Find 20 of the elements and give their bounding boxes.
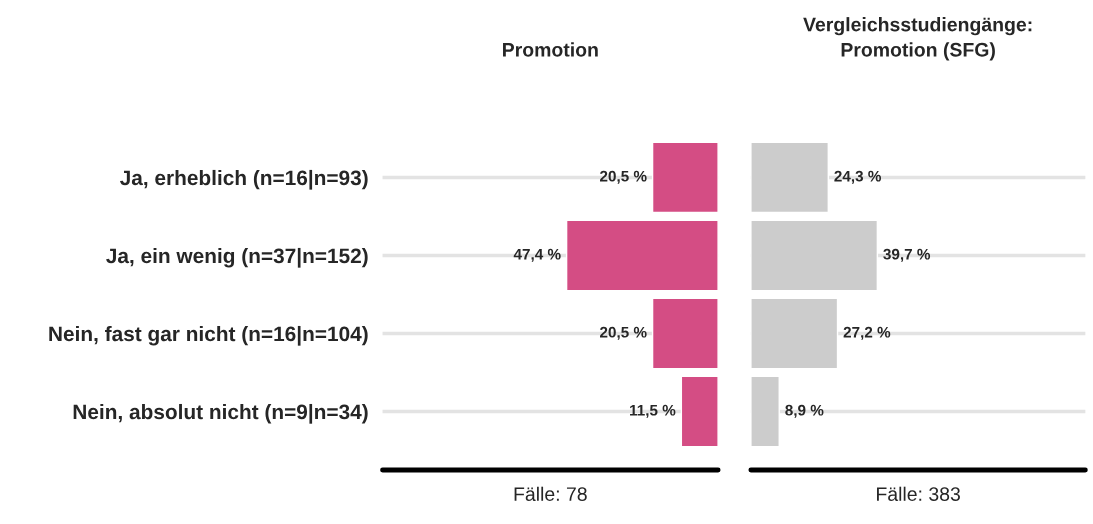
x-axis-title: Fälle: 383 — [877, 486, 960, 501]
data-label: 47,4 % — [513, 248, 561, 262]
bar — [750, 219, 879, 292]
data-label: 27,2 % — [843, 326, 891, 340]
bar — [750, 375, 780, 448]
bar — [750, 297, 839, 370]
data-label: 8,9 % — [785, 404, 824, 418]
data-label: 20,5 % — [600, 170, 647, 184]
y-tick-label: Nein, fast gar nicht (n=16|n=104) — [49, 325, 368, 346]
bar — [750, 141, 829, 214]
y-tick-label: Ja, erheblich (n=16|n=93) — [120, 169, 368, 190]
x-axis-title: Fälle: 78 — [514, 486, 587, 501]
chart-title: Vergleichsstudiengänge: Promotion (SFG) — [803, 17, 1032, 61]
data-label: 24,3 % — [834, 170, 882, 184]
y-tick-label: Ja, ein wenig (n=37|n=152) — [106, 247, 368, 268]
y-tick-label: Nein, absolut nicht (n=9|n=34) — [73, 403, 368, 424]
data-label: 39,7 % — [883, 248, 931, 262]
chart-title: Promotion — [503, 42, 598, 57]
data-label: 11,5 % — [630, 404, 676, 418]
data-label: 20,5 % — [600, 326, 647, 340]
